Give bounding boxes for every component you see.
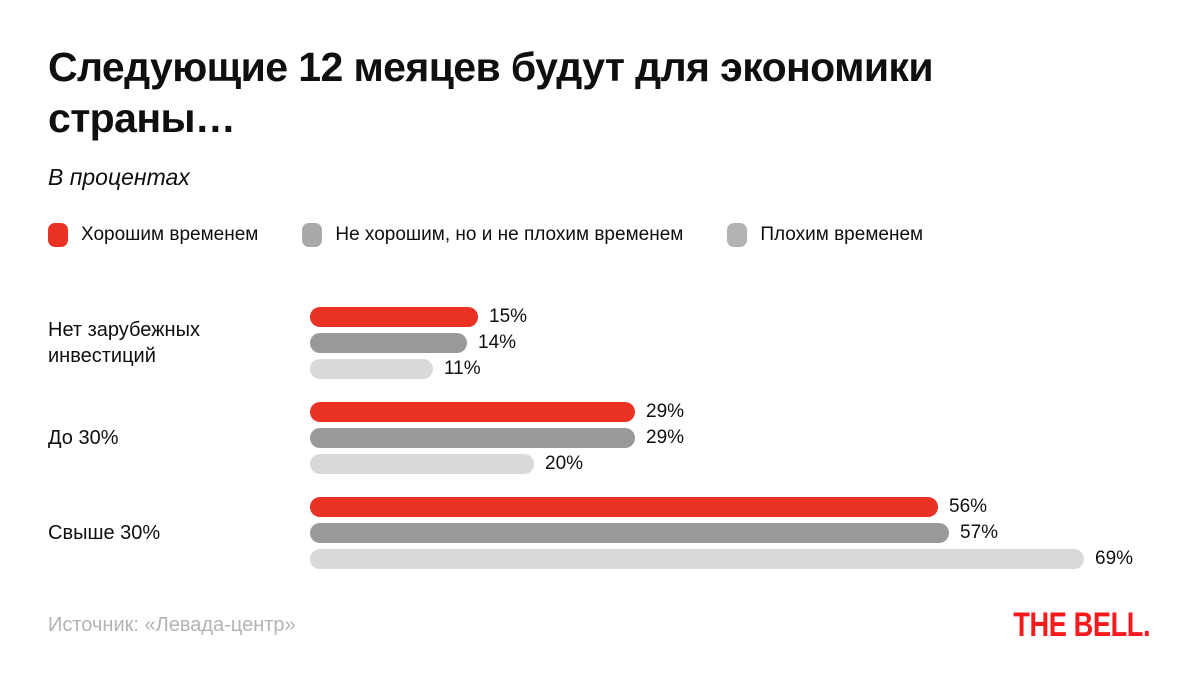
bar-row: 20% xyxy=(310,452,684,474)
bar-stack: 29% 29% 20% xyxy=(310,400,685,474)
bar-row: 69% xyxy=(310,547,1134,569)
bar-stack: 15% 14% 11% xyxy=(310,305,528,379)
legend-marker-good-icon xyxy=(48,222,68,247)
category-label: До 30% xyxy=(48,426,119,449)
legend-item-neutral: Не хорошим, но и не плохим временем xyxy=(302,222,684,247)
legend-label-bad: Плохим временем xyxy=(760,223,924,245)
bar-value-label: 29% xyxy=(646,400,685,422)
category-label: Нет зарубежных инвестиций xyxy=(48,318,200,367)
footer: Источник: «Левада-центр» THE BELL. xyxy=(48,606,1150,645)
bar-bad xyxy=(310,358,433,379)
legend-marker-neutral-icon xyxy=(302,222,323,247)
source-caption: Источник: «Левада-центр» xyxy=(48,614,296,636)
bar-value-label: 20% xyxy=(545,452,584,474)
bar-value-label: 56% xyxy=(949,495,988,517)
bar-good xyxy=(310,496,938,517)
bar-value-label: 15% xyxy=(489,305,528,327)
bar-row: 11% xyxy=(310,357,527,379)
legend-marker-bad-icon xyxy=(727,222,748,247)
the-bell-logo: THE BELL. xyxy=(1013,606,1150,644)
bar-good xyxy=(310,401,635,422)
category-label: Свыше 30% xyxy=(48,521,161,544)
bar-neutral xyxy=(310,427,635,448)
bar-stack: 56% 57% 69% xyxy=(310,495,1134,569)
bar-neutral xyxy=(310,332,467,353)
legend: Хорошим временем Не хорошим, но и не пло… xyxy=(48,222,1152,247)
chart-group-no-foreign-investment: Нет зарубежных инвестиций 15% 14% 11% xyxy=(48,305,1152,379)
bar-row: 57% xyxy=(310,521,1133,543)
bar-value-label: 14% xyxy=(478,331,517,353)
bar-bad xyxy=(310,548,1084,569)
page-subtitle: В процентах xyxy=(48,163,190,190)
page-title-line-1: Следующие 12 меяцев будут для экономики xyxy=(48,44,934,90)
chart-group-over-30: Свыше 30% 56% 57% 69% xyxy=(48,495,1152,569)
legend-item-bad: Плохим временем xyxy=(727,222,924,247)
bar-row: 56% xyxy=(310,495,1133,517)
page-title-line-2: страны… xyxy=(48,94,236,141)
bar-bad xyxy=(310,453,534,474)
bar-neutral xyxy=(310,522,949,543)
bar-chart: Нет зарубежных инвестиций 15% 14% 11% xyxy=(48,305,1152,569)
bar-row: 14% xyxy=(310,331,527,353)
bar-row: 29% xyxy=(310,426,685,448)
legend-label-good: Хорошим временем xyxy=(81,223,259,245)
bar-row: 15% xyxy=(310,305,528,327)
bar-good xyxy=(310,306,478,327)
bar-value-label: 69% xyxy=(1095,547,1134,569)
page-title: Следующие 12 меяцев будут для экономики … xyxy=(48,0,1152,144)
legend-label-neutral: Не хорошим, но и не плохим временем xyxy=(335,223,684,245)
legend-item-good: Хорошим временем xyxy=(48,222,259,247)
bar-row: 29% xyxy=(310,400,685,422)
chart-group-up-to-30: До 30% 29% 29% 20% xyxy=(48,400,1152,474)
bar-value-label: 11% xyxy=(444,357,481,379)
bar-value-label: 29% xyxy=(646,426,685,448)
bar-value-label: 57% xyxy=(960,521,999,543)
